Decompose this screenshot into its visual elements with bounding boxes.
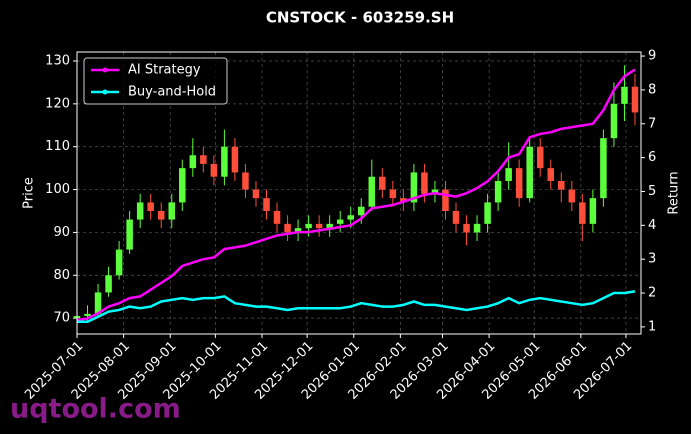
candle-body xyxy=(442,189,449,211)
candle-body xyxy=(631,86,639,113)
y-tick-label: 120 xyxy=(45,96,70,111)
candle-body xyxy=(242,172,249,190)
candle-body xyxy=(200,155,207,164)
candle-body xyxy=(621,86,628,104)
candle-body xyxy=(484,202,491,224)
y2-tick-label: 3 xyxy=(648,252,656,267)
y2-tick-label: 7 xyxy=(648,116,656,131)
y2-axis-label: Return xyxy=(667,171,682,214)
y2-tick-label: 2 xyxy=(648,286,656,301)
chart-title: CNSTOCK - 603259.SH xyxy=(266,9,454,27)
candle-body xyxy=(600,138,607,199)
candle-body xyxy=(568,189,576,203)
candle-body xyxy=(368,176,376,207)
candle-body xyxy=(579,202,586,224)
legend-label: AI Strategy xyxy=(128,63,201,78)
plot-frame xyxy=(76,51,642,335)
candle-body xyxy=(410,172,418,203)
candle-body xyxy=(379,176,386,190)
candle-body xyxy=(189,155,197,169)
candle-body xyxy=(558,181,565,190)
candle-body xyxy=(105,275,112,293)
candle-body xyxy=(515,168,523,199)
y2-tick-label: 1 xyxy=(648,319,656,334)
y2-tick-label: 8 xyxy=(648,82,656,97)
candle-body xyxy=(221,146,228,177)
y-axis-label: Price xyxy=(22,177,37,209)
y-tick-label: 130 xyxy=(45,54,70,69)
y-tick-label: 90 xyxy=(53,225,70,240)
candle-body xyxy=(452,211,460,224)
y-tick-label: 110 xyxy=(45,139,70,154)
candle-body xyxy=(526,146,533,199)
candle-body xyxy=(210,163,218,177)
candle-body xyxy=(610,103,618,139)
candle-body xyxy=(421,172,428,194)
candle-body xyxy=(273,211,281,224)
watermark: uqtool.com xyxy=(10,394,181,425)
candle-body xyxy=(136,202,144,220)
candle-body xyxy=(126,219,133,250)
candle-body xyxy=(263,198,270,211)
candle-body xyxy=(231,146,239,173)
series-line xyxy=(77,290,636,324)
legend-label: Buy-and-Hold xyxy=(128,85,216,100)
candle-body xyxy=(358,206,365,216)
candle-body xyxy=(168,202,176,220)
y-tick-label: 70 xyxy=(53,311,70,326)
candle-body xyxy=(589,198,597,224)
series-line xyxy=(76,68,636,322)
candle-body xyxy=(536,146,544,169)
candle-body xyxy=(326,223,333,229)
candle-body xyxy=(115,249,123,276)
candle-body xyxy=(84,313,91,316)
candle-body xyxy=(547,168,555,181)
candle-body xyxy=(252,189,260,199)
candle-body xyxy=(494,181,502,203)
y2-tick-label: 9 xyxy=(648,49,656,64)
legend-marker-dot xyxy=(102,67,108,73)
candle-body xyxy=(336,219,344,224)
candle-body xyxy=(305,223,312,229)
candle-body xyxy=(400,198,407,203)
candle-body xyxy=(463,223,470,233)
candle-body xyxy=(179,168,186,203)
y-tick-label: 80 xyxy=(53,268,70,283)
candle-body xyxy=(315,223,323,229)
y2-tick-label: 4 xyxy=(648,218,656,233)
candle-body xyxy=(347,215,354,220)
candle-body xyxy=(473,223,481,233)
candle-body xyxy=(284,223,291,233)
legend-marker-dot xyxy=(102,89,108,95)
candle-body xyxy=(94,292,102,314)
candle-body xyxy=(294,228,302,233)
candle-body xyxy=(431,189,439,194)
candle-body xyxy=(147,202,154,211)
y2-tick-label: 6 xyxy=(648,150,656,165)
candle-body xyxy=(157,211,165,220)
y-tick-label: 100 xyxy=(45,182,70,197)
legend-box xyxy=(83,57,228,105)
candle-body xyxy=(389,189,397,199)
candle-body xyxy=(505,168,512,181)
y2-tick-label: 5 xyxy=(648,184,656,199)
